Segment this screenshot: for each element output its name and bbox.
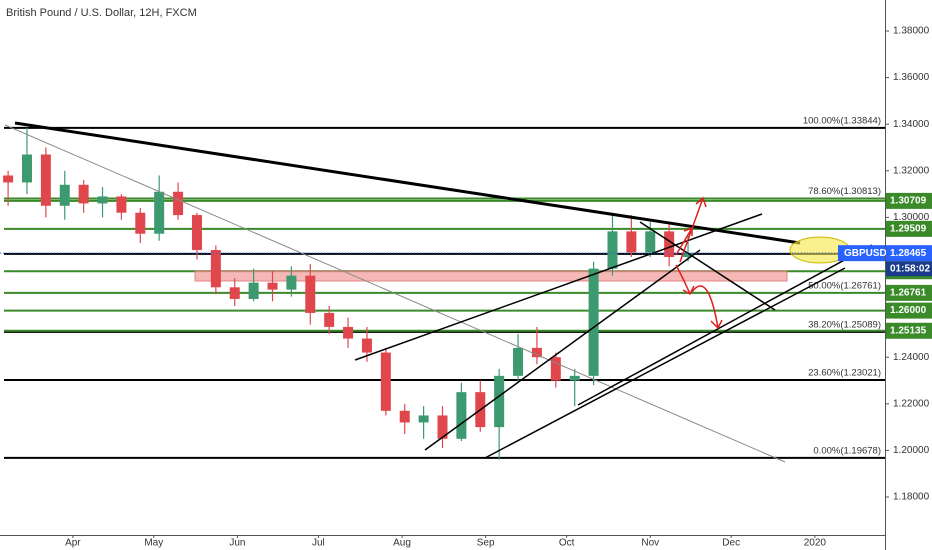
candle-body	[267, 282, 278, 290]
price-tag-label: 1.26761	[890, 288, 927, 299]
trend-line	[639, 221, 776, 311]
trend-line	[354, 213, 763, 361]
candle-body	[494, 375, 505, 428]
chart-title: British Pound / U.S. Dollar, 12H, FXCM	[6, 7, 197, 19]
y-tick-label: 1.18000	[893, 492, 930, 503]
level-label: 38.20%(1.25089)	[808, 319, 881, 330]
symbol-box	[838, 245, 885, 262]
candle-body	[513, 347, 524, 376]
candle-body	[21, 154, 32, 183]
x-tick-label: Sep	[477, 538, 495, 549]
trend-line	[4, 124, 786, 463]
x-tick-label: Apr	[65, 538, 81, 549]
candle-body	[248, 282, 259, 299]
price-tag-label: 1.26000	[890, 305, 927, 316]
x-tick-label: Dec	[722, 538, 740, 549]
y-tick-label: 1.32000	[893, 165, 930, 176]
candle-body	[173, 191, 184, 216]
candle-body	[154, 191, 165, 234]
candle-body	[607, 231, 618, 269]
candle-body	[286, 275, 297, 290]
candle-body	[135, 212, 146, 234]
candle-body	[664, 231, 675, 258]
candle-body	[531, 347, 542, 358]
candle-body	[550, 357, 561, 381]
countdown-box	[886, 261, 932, 277]
price-tag	[886, 220, 932, 237]
price-tag-label: 1.29509	[890, 223, 927, 234]
y-tick-label: 1.20000	[893, 445, 930, 456]
candle-body	[305, 275, 316, 313]
level-label: 50.00%(1.26761)	[808, 280, 881, 291]
arrow	[675, 264, 695, 296]
x-tick-label: May	[144, 538, 163, 549]
symbol-label: GBPUSD	[844, 248, 887, 259]
y-tick-label: 1.22000	[893, 398, 930, 409]
price-tag	[886, 322, 932, 339]
candle-body	[626, 231, 637, 253]
price-tag	[886, 302, 932, 319]
level-label: 23.60%(1.23021)	[808, 368, 881, 379]
arrow	[691, 285, 723, 330]
resistance-zone	[194, 270, 788, 282]
drawings	[4, 121, 873, 463]
last-price-label: 1.28465	[890, 248, 927, 259]
arrow	[675, 226, 693, 256]
x-tick-label: 2020	[804, 538, 827, 549]
price-tag-label: 1.30709	[890, 196, 927, 207]
candle-body	[569, 375, 580, 381]
candle-body	[588, 268, 599, 376]
level-label: 78.60%(1.30813)	[808, 186, 881, 197]
candle-body	[343, 326, 354, 339]
y-tick-label: 1.30000	[893, 212, 930, 223]
candle-body	[324, 312, 335, 327]
candle-body	[380, 352, 391, 411]
candle-body	[3, 175, 14, 183]
trend-line	[577, 244, 873, 406]
candle-body	[437, 415, 448, 439]
x-tick-label: Aug	[393, 538, 411, 549]
candle-body	[456, 392, 467, 439]
last-price-tag	[886, 245, 932, 262]
candle-body	[645, 231, 656, 253]
price-tag	[886, 192, 932, 209]
price-tag-label: 1.25135	[890, 325, 927, 336]
candle-body	[78, 184, 89, 204]
price-tag	[886, 284, 932, 301]
y-tick-label: 1.24000	[893, 352, 930, 363]
candles	[3, 127, 694, 460]
candle-body	[683, 253, 694, 258]
trend-line	[14, 121, 801, 245]
candle-body	[191, 215, 202, 251]
candle-body	[418, 415, 429, 423]
candle-body	[399, 410, 410, 423]
level-label: 100.00%(1.33844)	[803, 115, 881, 126]
candle-body	[210, 250, 221, 288]
y-tick-label: 1.36000	[893, 72, 930, 83]
candle-body	[361, 338, 372, 353]
x-tick-label: Jul	[312, 538, 325, 549]
candle-body	[229, 287, 240, 299]
x-tick-label: Nov	[641, 538, 659, 549]
candle-body	[59, 184, 70, 206]
level-label: 0.00%(1.19678)	[813, 445, 881, 456]
candle-body	[116, 196, 127, 213]
candle-body	[97, 196, 108, 204]
candle-body	[40, 154, 51, 206]
y-tick-label: 1.34000	[893, 119, 930, 130]
trend-line	[424, 249, 701, 451]
trend-line	[484, 267, 846, 459]
x-tick-label: Oct	[559, 538, 575, 549]
countdown: 01:58:02	[890, 263, 930, 274]
y-tick-label: 1.38000	[893, 26, 930, 37]
x-tick-label: Jun	[229, 538, 245, 549]
price-tags: 1.307091.295091.276901.267611.260001.251…	[0, 192, 932, 339]
